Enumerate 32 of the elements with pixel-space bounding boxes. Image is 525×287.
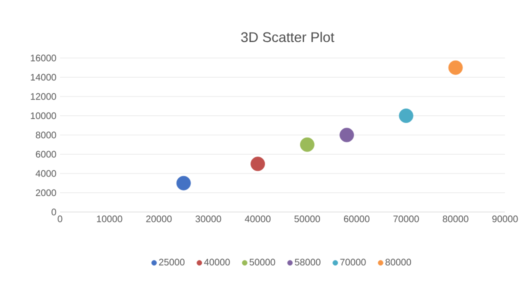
legend-label: 70000 [340,258,366,266]
x-tick-label: 40000 [244,216,271,222]
legend-label: 40000 [204,258,230,266]
y-tick-label: 12000 [30,93,56,100]
y-tick-label: 10000 [30,112,56,120]
chart-title: 3D Scatter Plot [241,32,334,42]
legend-label: 25000 [159,258,185,266]
point [398,108,414,123]
x-tick-label: 90000 [492,216,518,222]
x-tick-label: 10000 [97,216,122,222]
x-tick-label: 30000 [196,216,222,222]
legend-label: 50000 [250,258,276,266]
point [176,176,191,190]
y-tick-label: 14000 [30,74,56,81]
x-tick-label: 20000 [146,216,172,222]
x-tick-label: 80000 [442,216,468,222]
x-tick-label: 60000 [344,216,370,222]
y-tick-label: 8000 [36,132,56,138]
x-tick-label: 0 [58,216,62,222]
point [300,137,314,152]
point [340,128,354,142]
point [250,156,265,172]
y-tick-label: 6000 [36,150,56,158]
point [448,60,463,75]
y-tick-label: 2000 [36,189,56,196]
y-tick-label: 16000 [30,54,56,62]
y-tick-label: 0 [52,208,56,216]
x-tick-label: 70000 [393,216,419,222]
y-tick-label: 4000 [36,170,56,177]
legend-label: 58000 [294,258,320,266]
legend-label: 80000 [386,258,412,266]
x-tick-label: 50000 [294,216,320,222]
